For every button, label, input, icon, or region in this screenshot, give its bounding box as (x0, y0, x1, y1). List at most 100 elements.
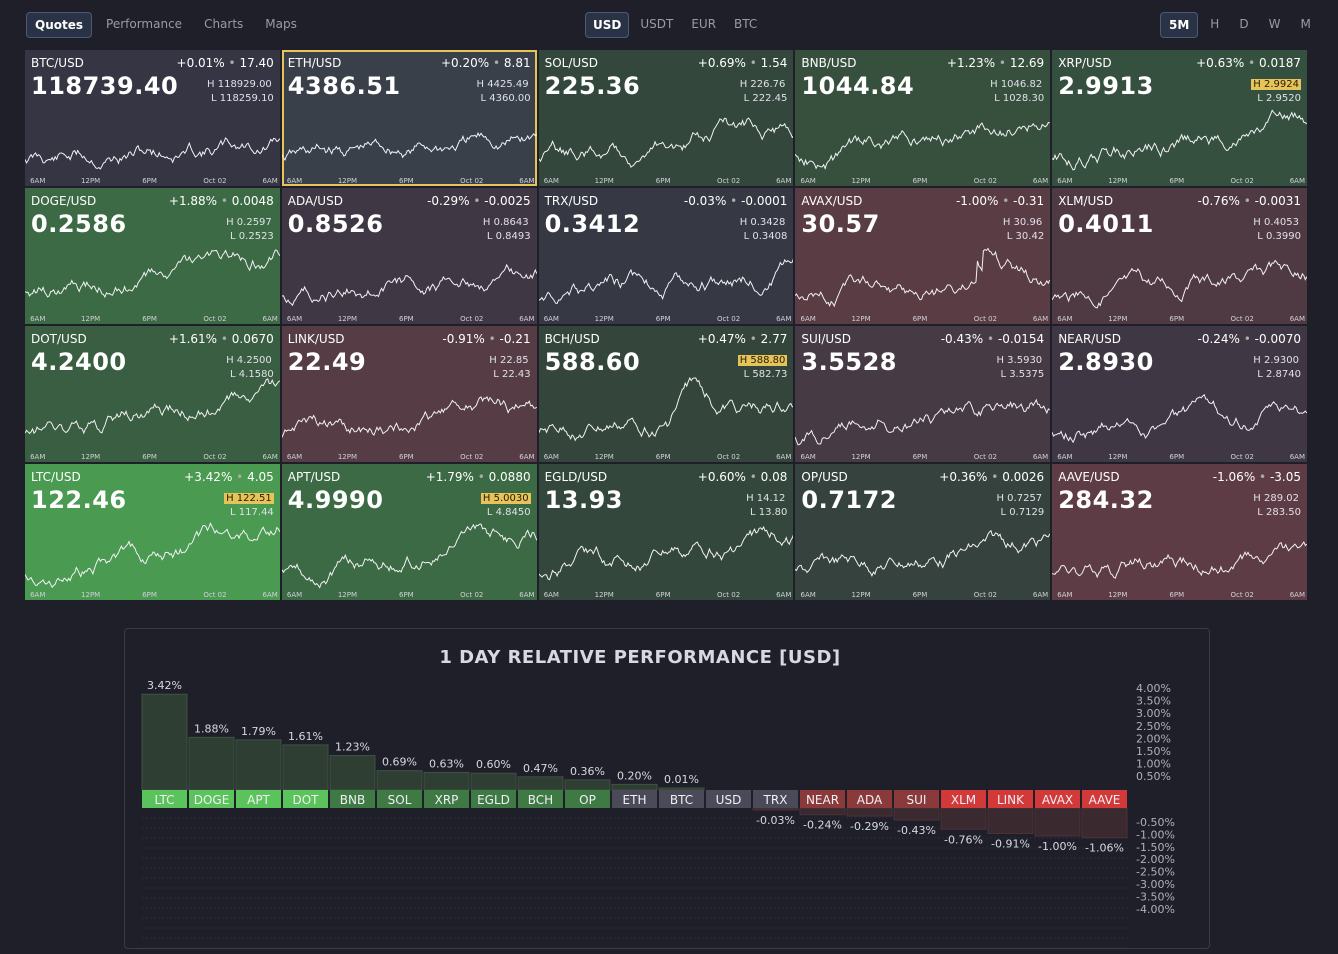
tab-performance[interactable]: Performance (106, 17, 183, 31)
category-label-aave: AAVE (1089, 793, 1121, 807)
tab-charts[interactable]: Charts (204, 17, 244, 31)
category-badge-eth (612, 790, 657, 808)
time-axis-label: 6AM (262, 315, 278, 323)
tile-high-low: H 14.12 L 13.80 (746, 493, 788, 518)
sparkline-path (281, 263, 537, 307)
category-badge-usd (706, 790, 751, 808)
quote-tile-doge[interactable]: DOGE/USD +1.88% • 0.0048 0.2586 H 0.2597 L 0… (25, 188, 280, 324)
sparkline-path (1052, 541, 1307, 579)
quote-tile-op[interactable]: OP/USD +0.36% • 0.0026 0.7172 H 0.7257 L 0.7… (795, 464, 1051, 600)
category-badge-sui (894, 790, 939, 808)
time-axis-label: Oct 02 (1230, 591, 1254, 599)
time-axis-label: Oct 02 (1230, 315, 1254, 323)
tile-sparkline (25, 522, 280, 589)
category-badge-aave (1082, 790, 1127, 808)
time-axis-label: 6AM (30, 315, 46, 323)
category-label-btc: BTC (670, 793, 693, 807)
time-axis-label: 6AM (1057, 453, 1073, 461)
time-axis-label: 6AM (543, 315, 559, 323)
time-axis-label: 6AM (519, 591, 535, 599)
currency-eur[interactable]: EUR (691, 17, 717, 31)
quote-tile-avax[interactable]: AVAX/USD -1.00% • -0.31 30.57 H 30.96 L 30.4… (795, 188, 1051, 324)
timeframe-m[interactable]: M (1300, 17, 1311, 31)
tile-time-axis: 6AM 12PM 6PM Oct 02 6AM (282, 590, 537, 600)
y-tick-label: -2.50% (1136, 866, 1175, 879)
currency-usd[interactable]: USD (585, 12, 630, 38)
bar-bch (517, 776, 564, 791)
tile-change: +1.88% • 0.0048 (168, 194, 274, 208)
tile-high-low: H 0.4053 L 0.3990 (1253, 217, 1301, 242)
time-axis-label: 6PM (142, 591, 157, 599)
tile-sparkline (538, 525, 794, 581)
time-axis-label: 6AM (30, 591, 46, 599)
category-label-bch: BCH (528, 793, 553, 807)
performance-chart: 3.42% LTC 1.88% DOGE 1.79% APT 1.61% DOT 1.23% BN… (141, 679, 1175, 948)
tile-change: +0.63% • 0.0187 (1196, 56, 1301, 70)
value-label-doge: 1.88% (194, 722, 229, 735)
tile-change: +0.01% • 17.40 (176, 56, 274, 70)
quote-tile-ada[interactable]: ADA/USD -0.29% • -0.0025 0.8526 H 0.8643 L 0… (281, 188, 537, 324)
tile-time-axis: 6AM 12PM 6PM Oct 02 6AM (795, 314, 1050, 324)
quote-tile-btc[interactable]: BTC/USD +0.01% • 17.40 118739.40 H 118929.0… (25, 50, 280, 186)
y-tick-label: 1.50% (1136, 745, 1171, 758)
value-label-xrp: 0.63% (429, 757, 464, 770)
quote-tile-near[interactable]: NEAR/USD -0.24% • -0.0070 2.8930 H 2.9300 L … (1052, 326, 1307, 462)
quote-tile-egld[interactable]: EGLD/USD +0.60% • 0.08 13.93 H 14.12 L 13.80… (538, 464, 794, 600)
bar-eth (611, 783, 658, 791)
timeframe-h[interactable]: H (1210, 17, 1220, 31)
tile-symbol: SUI/USD (801, 332, 852, 346)
time-axis-label: 6AM (1289, 315, 1305, 323)
y-tick-label: -3.00% (1136, 878, 1175, 891)
tile-price: 0.2586 (31, 210, 127, 238)
currency-btc[interactable]: BTC (734, 17, 758, 31)
sparkline-path (25, 378, 280, 435)
y-tick-label: -2.00% (1136, 853, 1175, 866)
tab-quotes[interactable]: Quotes (26, 12, 93, 38)
time-axis-label: 6PM (399, 177, 414, 185)
quote-tile-trx[interactable]: TRX/USD -0.03% • -0.0001 0.3412 H 0.3428 L 0… (538, 188, 794, 324)
quote-tile-bch[interactable]: BCH/USD +0.47% • 2.77 588.60 H 588.80 L 582.… (538, 326, 794, 462)
value-label-egld: 0.60% (476, 758, 511, 771)
quote-tile-link[interactable]: LINK/USD -0.91% • -0.21 22.49 H 22.85 L 22.4… (281, 326, 537, 462)
top-toolbar: Quotes Performance Charts Maps USD USDT EUR BT… (0, 0, 1338, 50)
category-badge-dot (283, 790, 328, 808)
quote-tile-ltc[interactable]: LTC/USD +3.42% • 4.05 122.46 H 122.51 L 117.… (25, 464, 280, 600)
quote-tile-aave[interactable]: AAVE/USD -1.06% • -3.05 284.32 H 289.02 L 28… (1052, 464, 1307, 600)
tile-sparkline (1052, 394, 1307, 444)
sparkline-path (795, 398, 1051, 446)
sparkline-path (795, 122, 1051, 171)
tile-high-low: H 22.85 L 22.43 (489, 355, 531, 380)
tile-time-axis: 6AM 12PM 6PM Oct 02 6AM (539, 176, 794, 186)
time-axis-label: Oct 02 (203, 591, 227, 599)
time-axis-label: 6AM (1032, 591, 1049, 599)
timeframe-w[interactable]: W (1268, 17, 1281, 31)
tile-time-axis: 6AM 12PM 6PM Oct 02 6AM (282, 314, 537, 324)
tile-symbol: LTC/USD (31, 470, 81, 484)
time-axis-label: 6AM (1057, 591, 1073, 599)
quote-tile-apt[interactable]: APT/USD +1.79% • 0.0880 4.9990 H 5.0030 L 4.… (281, 464, 537, 600)
quote-tile-xrp[interactable]: XRP/USD +0.63% • 0.0187 2.9913 H 2.9924 L 2.… (1052, 50, 1307, 186)
quote-tile-eth[interactable]: ETH/USD +0.20% • 8.81 4386.51 H 4425.49 L 43… (281, 50, 537, 186)
quote-tile-sol[interactable]: SOL/USD +0.69% • 1.54 225.36 H 226.76 L 222.… (538, 50, 794, 186)
category-label-ada: ADA (857, 793, 883, 807)
time-axis-label: Oct 02 (460, 177, 484, 185)
time-axis-label: 12PM (594, 177, 614, 185)
tile-price: 122.46 (31, 486, 127, 514)
value-label-near: -0.24% (803, 819, 842, 832)
value-label-avax: -1.00% (1038, 840, 1077, 853)
timeframe-d[interactable]: D (1239, 17, 1249, 31)
quote-tile-dot[interactable]: DOT/USD +1.61% • 0.0670 4.2400 H 4.2500 L 4.… (25, 326, 280, 462)
tile-high-low: H 3.5930 L 3.5375 (996, 355, 1045, 380)
y-tick-label: 2.50% (1136, 720, 1171, 733)
quote-tile-sui[interactable]: SUI/USD -0.43% • -0.0154 3.5528 H 3.5930 L 3… (795, 326, 1051, 462)
timeframe-5m[interactable]: 5M (1160, 12, 1199, 38)
time-axis-label: 6AM (1289, 453, 1305, 461)
bar-link (987, 807, 1034, 834)
quote-tile-xlm[interactable]: XLM/USD -0.76% • -0.0031 0.4011 H 0.4053 L 0… (1052, 188, 1307, 324)
quote-tile-bnb[interactable]: BNB/USD +1.23% • 12.69 1044.84 H 1046.82 L 1… (795, 50, 1051, 186)
view-tabs: Quotes Performance Charts Maps (26, 12, 305, 38)
currency-selector: USD USDT EUR BTC (585, 12, 764, 38)
tab-maps[interactable]: Maps (265, 17, 297, 31)
currency-usdt[interactable]: USDT (640, 17, 674, 31)
time-axis-label: 6PM (912, 315, 928, 323)
